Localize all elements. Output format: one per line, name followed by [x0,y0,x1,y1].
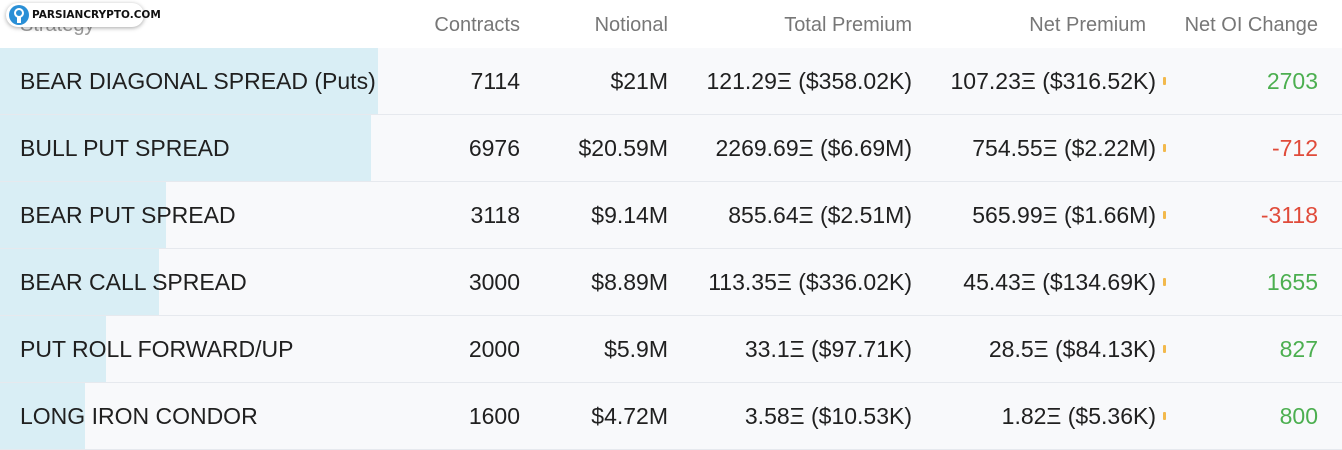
truncation-indicator [1163,278,1166,286]
contracts-cell: 1600 [468,403,520,429]
strategy-name: BULL PUT SPREAD [20,135,230,161]
truncation-indicator [1163,345,1166,353]
contracts-volume-bar [0,48,378,114]
total-premium-cell: 33.1Ξ ($97.71K) [744,336,912,362]
net-premium-cell: 1.82Ξ ($5.36K) [1001,403,1156,429]
header-net-premium[interactable]: Net Premium [1029,14,1146,36]
net-premium-cell: 28.5Ξ ($84.13K) [988,336,1156,362]
net-oi-change-cell: -712 [1271,135,1318,161]
table-row[interactable]: BEAR PUT SPREAD 3118 $9.14M 855.64Ξ ($2.51M… [0,182,1342,249]
net-premium-cell: 107.23Ξ ($316.52K) [950,68,1156,94]
strategy-name: LONG IRON CONDOR [20,403,258,429]
watermark-logo: PARSIANCRYPTO.COM [6,3,161,27]
contracts-cell: 2000 [468,336,520,362]
notional-cell: $21M [610,68,668,94]
truncation-indicator [1163,144,1166,152]
total-premium-cell: 855.64Ξ ($2.51M) [728,202,912,228]
contracts-volume-bar [0,115,371,181]
net-premium-cell: 45.43Ξ ($134.69K) [963,269,1156,295]
contracts-volume-bar [0,182,166,248]
total-premium-cell: 2269.69Ξ ($6.69M) [715,135,912,161]
net-oi-change-cell: 800 [1279,403,1318,429]
strategy-name: BEAR CALL SPREAD [20,269,247,295]
table-row[interactable]: BEAR DIAGONAL SPREAD (Puts) 7114 $21M 121.2… [0,48,1342,115]
net-oi-change-cell: 827 [1279,336,1318,362]
header-net-oi-change[interactable]: Net OI Change [1184,14,1318,36]
strategy-name: PUT ROLL FORWARD/UP [20,336,294,362]
truncation-indicator [1163,211,1166,219]
notional-cell: $20.59M [578,135,668,161]
truncation-indicator [1163,77,1166,85]
table-row[interactable]: PUT ROLL FORWARD/UP 2000 $5.9M 33.1Ξ ($97.7… [0,316,1342,383]
net-premium-cell: 754.55Ξ ($2.22M) [972,135,1156,161]
logo-text: PARSIANCRYPTO.COM [32,9,161,21]
contracts-cell: 3000 [468,269,520,295]
net-oi-change-cell: -3118 [1260,202,1318,228]
total-premium-cell: 121.29Ξ ($358.02K) [706,68,912,94]
strategy-name: BEAR DIAGONAL SPREAD (Puts) [20,68,376,94]
header-contracts[interactable]: Contracts [434,14,520,36]
table-row[interactable]: LONG IRON CONDOR 1600 $4.72M 3.58Ξ ($10.53K… [0,383,1342,450]
notional-cell: $4.72M [591,403,668,429]
truncation-indicator [1163,412,1166,420]
total-premium-cell: 3.58Ξ ($10.53K) [744,403,912,429]
contracts-volume-bar [0,383,85,449]
table-header: Strategy Contracts Notional Total Premiu… [0,0,1342,49]
notional-cell: $9.14M [591,202,668,228]
table-row[interactable]: BULL PUT SPREAD 6976 $20.59M 2269.69Ξ ($6.6… [0,115,1342,182]
strategy-name: BEAR PUT SPREAD [20,202,236,228]
net-premium-cell: 565.99Ξ ($1.66M) [972,202,1156,228]
contracts-cell: 3118 [470,202,520,228]
header-total-premium[interactable]: Total Premium [784,14,912,36]
notional-cell: $5.9M [604,336,668,362]
contracts-cell: 7114 [470,68,520,94]
logo-icon [9,5,29,25]
net-oi-change-cell: 1655 [1266,269,1318,295]
contracts-volume-bar [0,316,106,382]
total-premium-cell: 113.35Ξ ($336.02K) [708,269,912,295]
contracts-volume-bar [0,249,159,315]
notional-cell: $8.89M [591,269,668,295]
header-notional[interactable]: Notional [594,14,668,36]
contracts-cell: 6976 [468,135,520,161]
table-row[interactable]: BEAR CALL SPREAD 3000 $8.89M 113.35Ξ ($336.… [0,249,1342,316]
net-oi-change-cell: 2703 [1266,68,1318,94]
